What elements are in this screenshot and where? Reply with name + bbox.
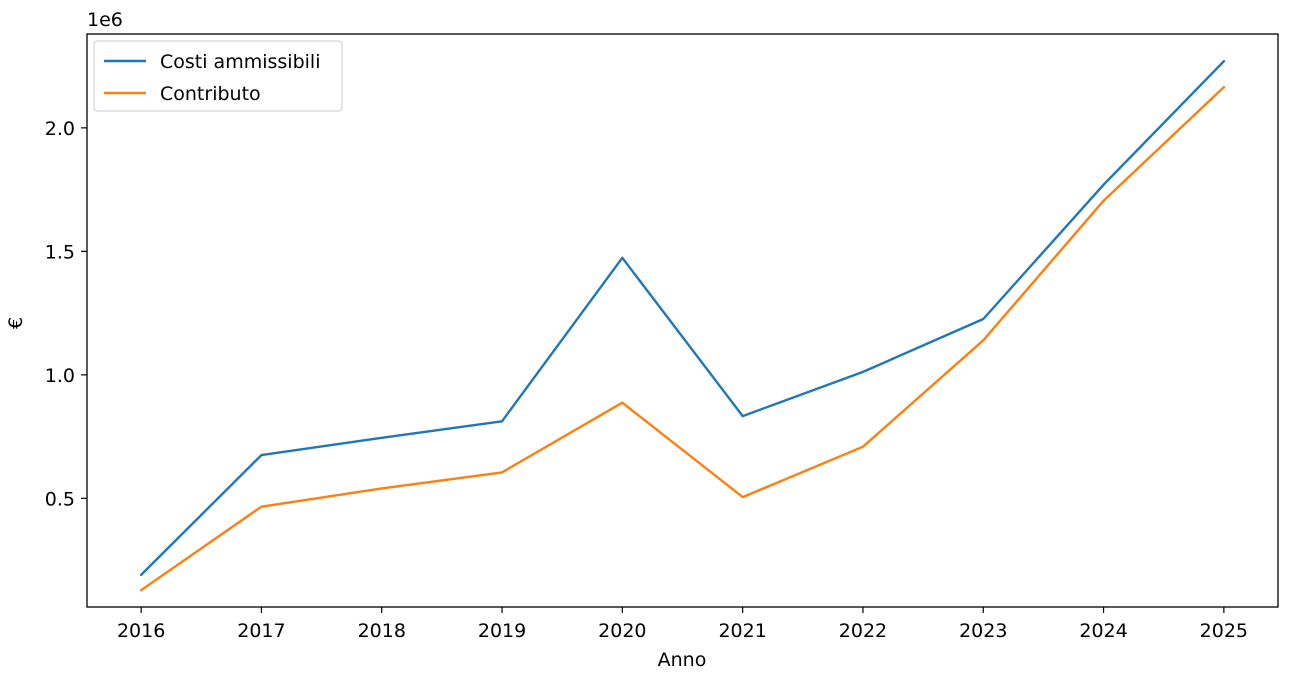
legend-frame (93, 40, 343, 112)
legend-label-contributo: Contributo (160, 83, 261, 105)
series-layer (139, 60, 1226, 592)
y-tick-label: 2.0 (45, 118, 75, 140)
x-tick-label: 2020 (598, 620, 646, 642)
series-line-contributo (139, 85, 1226, 592)
legend-label-costi-ammissibili: Costi ammissibili (160, 51, 320, 73)
y-axis: 0.5 1.0 1.5 2.0 (45, 118, 87, 510)
x-tick-label: 2018 (358, 620, 406, 642)
x-tick-label: 2019 (478, 620, 526, 642)
x-tick-label: 2023 (959, 620, 1007, 642)
plot-area-frame (86, 33, 1279, 608)
y-tick-label: 1.0 (45, 365, 75, 387)
legend: Costi ammissibili Contributo (93, 40, 343, 112)
x-tick-label: 2016 (117, 620, 165, 642)
x-tick-label: 2017 (237, 620, 285, 642)
y-axis-offset-label: 1e6 (87, 9, 123, 31)
x-tick-label: 2021 (718, 620, 766, 642)
y-tick-label: 0.5 (45, 488, 75, 510)
x-tick-label: 2024 (1079, 620, 1127, 642)
series-line-costi-ammissibili (139, 60, 1226, 577)
y-axis-label: € (5, 317, 27, 329)
y-tick-label: 1.5 (45, 241, 75, 263)
x-axis-label: Anno (658, 649, 707, 671)
x-axis: 2016 2017 2018 2019 2020 2021 2022 2023 2024 2025 (117, 607, 1248, 642)
x-tick-label: 2025 (1200, 620, 1248, 642)
x-tick-label: 2022 (839, 620, 887, 642)
